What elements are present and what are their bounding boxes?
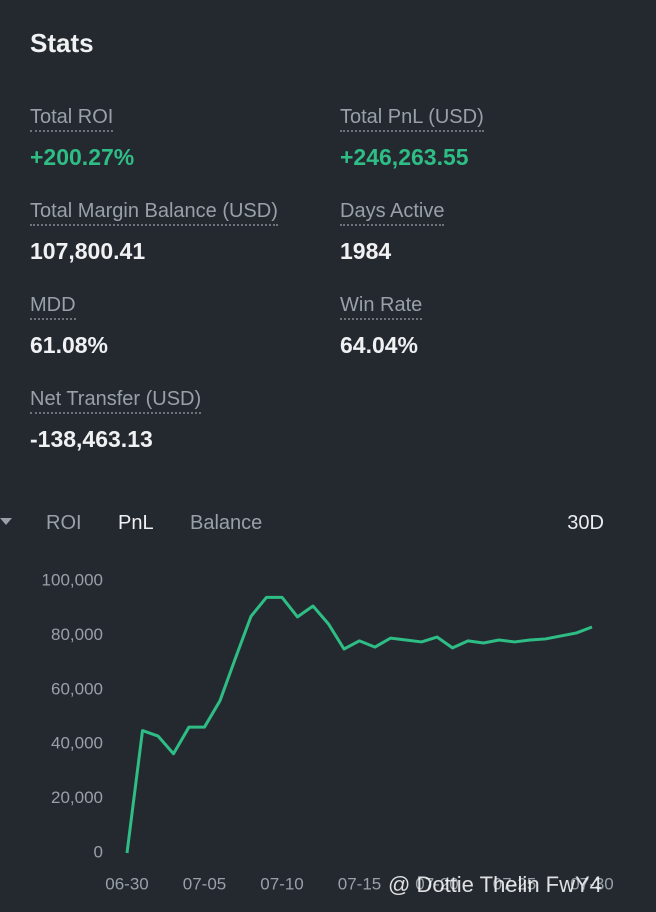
stat-value: +200.27% <box>30 144 135 170</box>
stat-label[interactable]: Total PnL (USD) <box>340 106 484 132</box>
stat-value: 1984 <box>340 238 392 264</box>
stat: Win Rate 64.04% <box>340 294 640 359</box>
y-tick-label: 60,000 <box>51 679 103 698</box>
stat-label[interactable]: Days Active <box>340 200 445 226</box>
stat-value: -138,463.13 <box>30 426 153 452</box>
pnl-line <box>125 595 593 854</box>
y-tick-label: 80,000 <box>51 625 103 644</box>
range-select[interactable]: 30D <box>567 512 604 534</box>
y-tick-label: 40,000 <box>51 734 103 753</box>
stat-value: +246,263.55 <box>340 144 469 170</box>
stats-title: Stats <box>30 28 94 58</box>
stat: MDD 61.08% <box>30 294 330 359</box>
stat: Total PnL (USD) +246,263.55 <box>340 106 640 171</box>
tab[interactable]: Balance <box>190 512 263 534</box>
tab[interactable]: ROI <box>46 512 82 534</box>
x-tick-label: 07-30 <box>570 874 613 893</box>
stat: Net Transfer (USD) -138,463.13 <box>30 388 330 453</box>
x-tick-label: 07-25 <box>493 874 536 893</box>
x-tick-label: 07-15 <box>338 874 381 893</box>
x-tick-label: 07-20 <box>415 874 458 893</box>
x-tick-label: 07-05 <box>183 874 226 893</box>
stat: Total Margin Balance (USD) 107,800.41 <box>30 200 330 265</box>
watermark: @ Dottie Thelin FwY4 <box>388 872 602 897</box>
y-tick-label: 20,000 <box>51 788 103 807</box>
tab[interactable]: PnL <box>118 512 154 534</box>
stat-label[interactable]: Total ROI <box>30 106 114 132</box>
caret[interactable] <box>0 518 12 526</box>
stat-value: 61.08% <box>30 332 109 358</box>
stat-label[interactable]: MDD <box>30 294 76 320</box>
stat-value: 64.04% <box>340 332 419 358</box>
stat: Days Active 1984 <box>340 200 640 265</box>
chart: 0 20,000 40,000 60,000 80,000 100,000 06-30 07-… <box>42 570 614 893</box>
x-tick-label: 07-10 <box>260 874 303 893</box>
y-tick-label: 100,000 <box>42 570 103 589</box>
x-tick-label: 06-30 <box>105 874 148 893</box>
stat-label[interactable]: Win Rate <box>340 294 423 320</box>
stat-value: 107,800.41 <box>30 238 146 264</box>
y-tick-label: 0 <box>94 842 103 861</box>
stat: Total ROI +200.27% <box>30 106 330 171</box>
stat-label[interactable]: Net Transfer (USD) <box>30 388 202 414</box>
stat-label[interactable]: Total Margin Balance (USD) <box>30 200 278 226</box>
